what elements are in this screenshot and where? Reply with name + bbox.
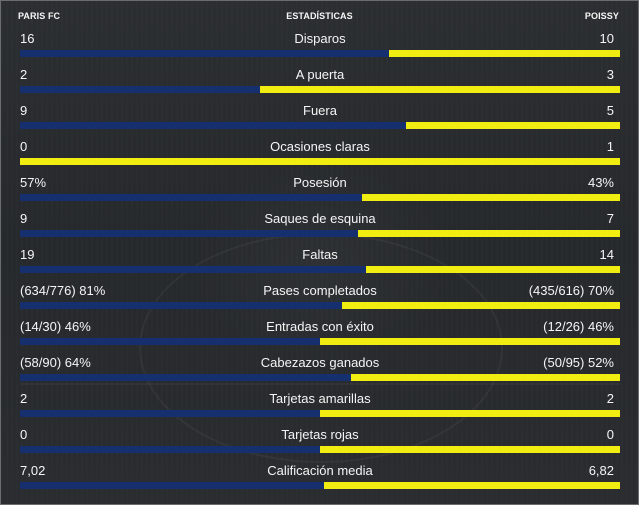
away-corners-value: 7 bbox=[606, 211, 614, 226]
red-cards-comparison-bar bbox=[20, 446, 620, 453]
away-red-cards-value: 0 bbox=[606, 427, 614, 442]
home-team-name: PARIS FC bbox=[18, 11, 61, 21]
yellow-cards-comparison-bar bbox=[20, 410, 620, 417]
stat-row-possession: 57% Posesión 43% bbox=[20, 175, 620, 201]
off-target-comparison-bar bbox=[20, 122, 620, 129]
away-yellow-cards-value: 2 bbox=[606, 391, 614, 406]
home-headers-won-bar-fill bbox=[20, 374, 352, 381]
passes-completed-comparison-bar bbox=[20, 302, 620, 309]
away-possession-value: 43% bbox=[587, 175, 614, 190]
stat-row-average-rating: 7,02 Calificación media 6,82 bbox=[20, 463, 620, 489]
headers-won-comparison-bar bbox=[20, 374, 620, 381]
stat-row-yellow-cards: 2 Tarjetas amarillas 2 bbox=[20, 391, 620, 417]
home-clear-chances-value: 0 bbox=[20, 139, 28, 154]
home-red-cards-value: 0 bbox=[20, 427, 28, 442]
home-headers-won-value: (58/90) 64% bbox=[20, 355, 91, 370]
possession-label: Posesión bbox=[293, 175, 347, 190]
home-successful-tackles-value: (14/30) 46% bbox=[20, 319, 91, 334]
home-off-target-value: 9 bbox=[20, 103, 28, 118]
on-target-comparison-bar bbox=[20, 86, 620, 93]
successful-tackles-label: Entradas con éxito bbox=[266, 319, 374, 334]
stat-row-clear-chances: 0 Ocasiones claras 1 bbox=[20, 139, 620, 165]
stat-row-shots: 16 Disparos 10 bbox=[20, 31, 620, 57]
away-off-target-value: 5 bbox=[606, 103, 614, 118]
stat-row-corners: 9 Saques de esquina 7 bbox=[20, 211, 620, 237]
corners-label: Saques de esquina bbox=[264, 211, 376, 226]
statistics-header: PARIS FC ESTADÍSTICAS POISSY bbox=[1, 1, 638, 29]
home-average-rating-value: 7,02 bbox=[20, 463, 46, 478]
yellow-cards-label: Tarjetas amarillas bbox=[269, 391, 371, 406]
stat-row-off-target: 9 Fuera 5 bbox=[20, 103, 620, 129]
stat-row-passes-completed: (634/776) 81% Pases completados (435/616… bbox=[20, 283, 620, 309]
home-shots-bar-fill bbox=[20, 50, 389, 57]
stat-row-successful-tackles: (14/30) 46% Entradas con éxito (12/26) 4… bbox=[20, 319, 620, 345]
successful-tackles-comparison-bar bbox=[20, 338, 620, 345]
home-off-target-bar-fill bbox=[20, 122, 406, 129]
fouls-label: Faltas bbox=[302, 247, 338, 262]
home-possession-value: 57% bbox=[20, 175, 47, 190]
clear-chances-label: Ocasiones claras bbox=[270, 139, 370, 154]
away-successful-tackles-value: (12/26) 46% bbox=[543, 319, 614, 334]
red-cards-label: Tarjetas rojas bbox=[281, 427, 359, 442]
home-yellow-cards-bar-fill bbox=[20, 410, 320, 417]
home-successful-tackles-bar-fill bbox=[20, 338, 320, 345]
shots-comparison-bar bbox=[20, 50, 620, 57]
clear-chances-comparison-bar bbox=[20, 158, 620, 165]
away-shots-value: 10 bbox=[599, 31, 614, 46]
possession-comparison-bar bbox=[20, 194, 620, 201]
home-passes-completed-bar-fill bbox=[20, 302, 342, 309]
home-fouls-value: 19 bbox=[20, 247, 35, 262]
headers-won-label: Cabezazos ganados bbox=[260, 355, 380, 370]
stat-row-red-cards: 0 Tarjetas rojas 0 bbox=[20, 427, 620, 453]
home-corners-value: 9 bbox=[20, 211, 28, 226]
home-corners-bar-fill bbox=[20, 230, 358, 237]
on-target-label: A puerta bbox=[295, 67, 345, 82]
away-fouls-value: 14 bbox=[599, 247, 614, 262]
home-average-rating-bar-fill bbox=[20, 482, 325, 489]
shots-label: Disparos bbox=[294, 31, 346, 46]
home-red-cards-bar-fill bbox=[20, 446, 320, 453]
home-on-target-value: 2 bbox=[20, 67, 28, 82]
away-clear-chances-value: 1 bbox=[606, 139, 614, 154]
home-shots-value: 16 bbox=[20, 31, 35, 46]
away-on-target-value: 3 bbox=[606, 67, 614, 82]
stat-row-headers-won: (58/90) 64% Cabezazos ganados (50/95) 52… bbox=[20, 355, 620, 381]
home-on-target-bar-fill bbox=[20, 86, 260, 93]
passes-completed-label: Pases completados bbox=[263, 283, 377, 298]
home-yellow-cards-value: 2 bbox=[20, 391, 28, 406]
off-target-label: Fuera bbox=[303, 103, 337, 118]
away-passes-completed-value: (435/616) 70% bbox=[528, 283, 614, 298]
average-rating-comparison-bar bbox=[20, 482, 620, 489]
away-average-rating-value: 6,82 bbox=[588, 463, 614, 478]
average-rating-label: Calificación media bbox=[267, 463, 373, 478]
statistics-title: ESTADÍSTICAS bbox=[286, 11, 353, 21]
home-passes-completed-value: (634/776) 81% bbox=[20, 283, 106, 298]
stat-row-on-target: 2 A puerta 3 bbox=[20, 67, 620, 93]
stat-row-fouls: 19 Faltas 14 bbox=[20, 247, 620, 273]
away-team-name: POISSY bbox=[584, 11, 619, 21]
corners-comparison-bar bbox=[20, 230, 620, 237]
home-possession-bar-fill bbox=[20, 194, 362, 201]
fouls-comparison-bar bbox=[20, 266, 620, 273]
away-headers-won-value: (50/95) 52% bbox=[543, 355, 614, 370]
home-fouls-bar-fill bbox=[20, 266, 366, 273]
